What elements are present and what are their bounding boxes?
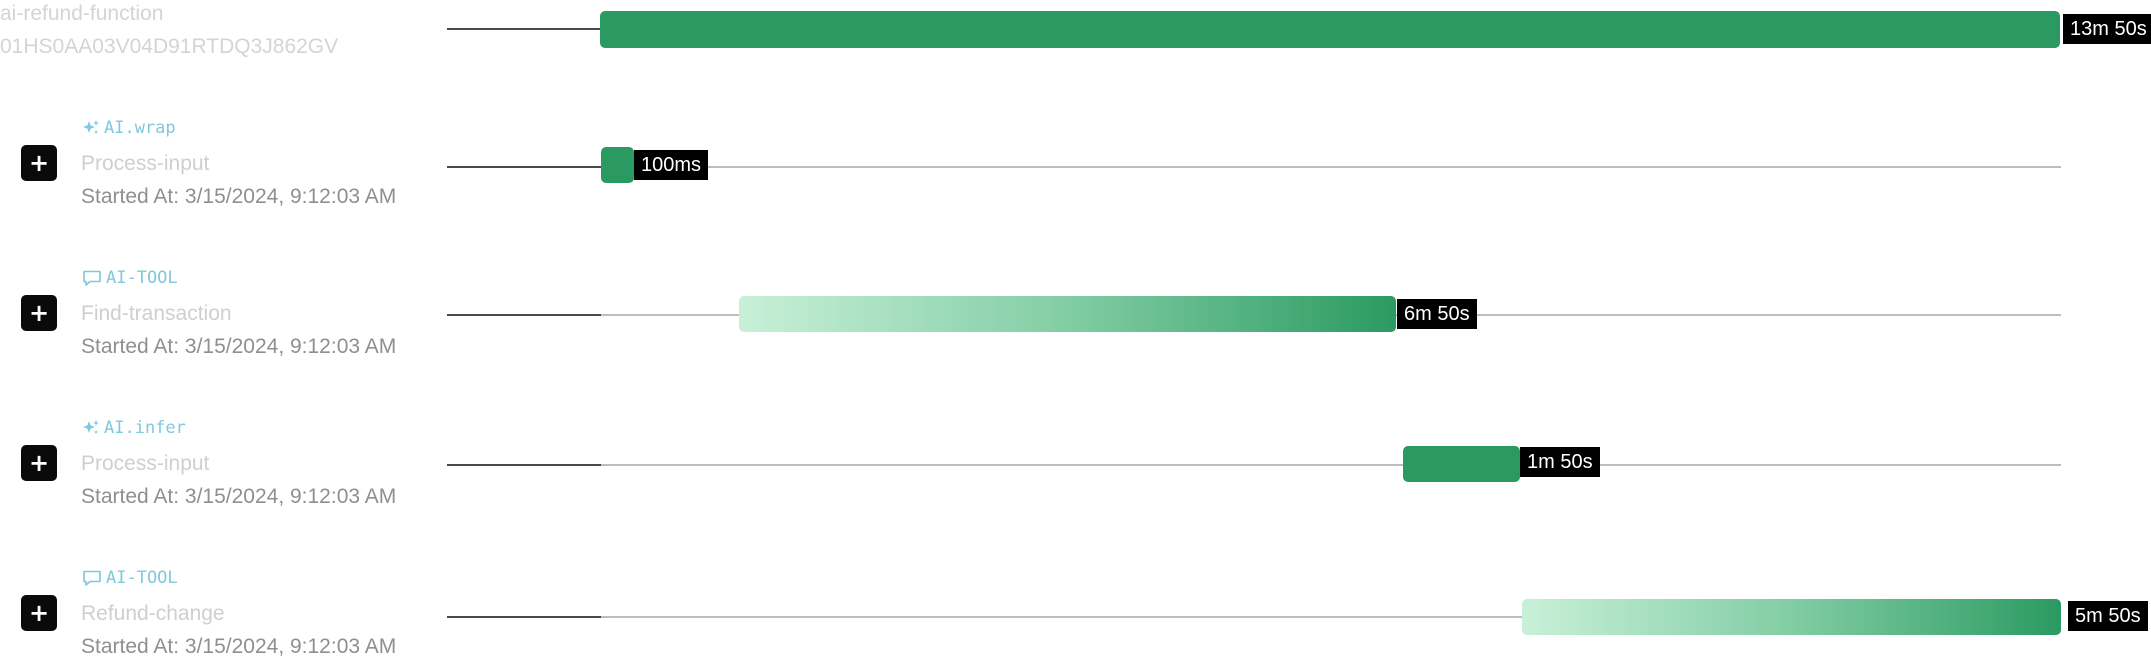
span-type: AI-TOOL	[82, 568, 178, 588]
span-type-label: AI.wrap	[104, 118, 176, 138]
span-name: Process-input	[81, 152, 210, 175]
timeline-offset-line	[447, 314, 601, 316]
span-started-at: Started At: 3/15/2024, 9:12:03 AM	[81, 485, 397, 508]
chat-bubble-icon	[82, 569, 102, 587]
timeline-offset-line	[447, 28, 601, 30]
expand-button[interactable]: +	[21, 595, 57, 631]
timeline-track	[601, 166, 2061, 168]
span-duration-bar[interactable]	[1522, 599, 2061, 635]
timeline-track	[601, 616, 2061, 618]
span-type: AI-TOOL	[82, 268, 178, 288]
trace-name: ai-refund-function	[0, 2, 164, 25]
span-type-label: AI-TOOL	[106, 568, 178, 588]
span-row: + AI-TOOL Refund-change Started At: 3/15…	[0, 565, 2151, 663]
span-started-at: Started At: 3/15/2024, 9:12:03 AM	[81, 335, 397, 358]
span-type-label: AI.infer	[104, 418, 186, 438]
span-name: Refund-change	[81, 602, 225, 625]
span-started-at: Started At: 3/15/2024, 9:12:03 AM	[81, 635, 397, 658]
span-row: + AI.wrap Process-input Started At: 3/15…	[0, 115, 2151, 235]
chat-bubble-icon	[82, 269, 102, 287]
timeline-offset-line	[447, 616, 601, 618]
timeline-track	[601, 464, 2061, 466]
span-row: + AI-TOOL Find-transaction Started At: 3…	[0, 265, 2151, 385]
trace-duration-label: 13m 50s	[2063, 14, 2151, 44]
span-duration-bar[interactable]	[1403, 446, 1520, 482]
span-duration-label: 6m 50s	[1397, 299, 1477, 329]
sparkles-icon	[82, 419, 100, 437]
expand-button[interactable]: +	[21, 295, 57, 331]
timeline-offset-line	[447, 166, 601, 168]
span-duration-label: 1m 50s	[1520, 447, 1600, 477]
timeline-offset-line	[447, 464, 601, 466]
span-type: AI.infer	[82, 418, 186, 438]
span-duration-bar[interactable]	[601, 147, 634, 183]
span-duration-label: 5m 50s	[2068, 601, 2148, 631]
trace-id: 01HS0AA03V04D91RTDQ3J862GV	[0, 35, 339, 58]
expand-button[interactable]: +	[21, 445, 57, 481]
span-duration-bar[interactable]	[739, 296, 1396, 332]
span-row: + AI.infer Process-input Started At: 3/1…	[0, 415, 2151, 535]
sparkles-icon	[82, 119, 100, 137]
span-duration-label: 100ms	[634, 150, 709, 180]
span-name: Process-input	[81, 452, 210, 475]
trace-duration-bar[interactable]	[600, 11, 2060, 48]
span-type: AI.wrap	[82, 118, 176, 138]
span-name: Find-transaction	[81, 302, 232, 325]
span-started-at: Started At: 3/15/2024, 9:12:03 AM	[81, 185, 397, 208]
expand-button[interactable]: +	[21, 145, 57, 181]
span-type-label: AI-TOOL	[106, 268, 178, 288]
